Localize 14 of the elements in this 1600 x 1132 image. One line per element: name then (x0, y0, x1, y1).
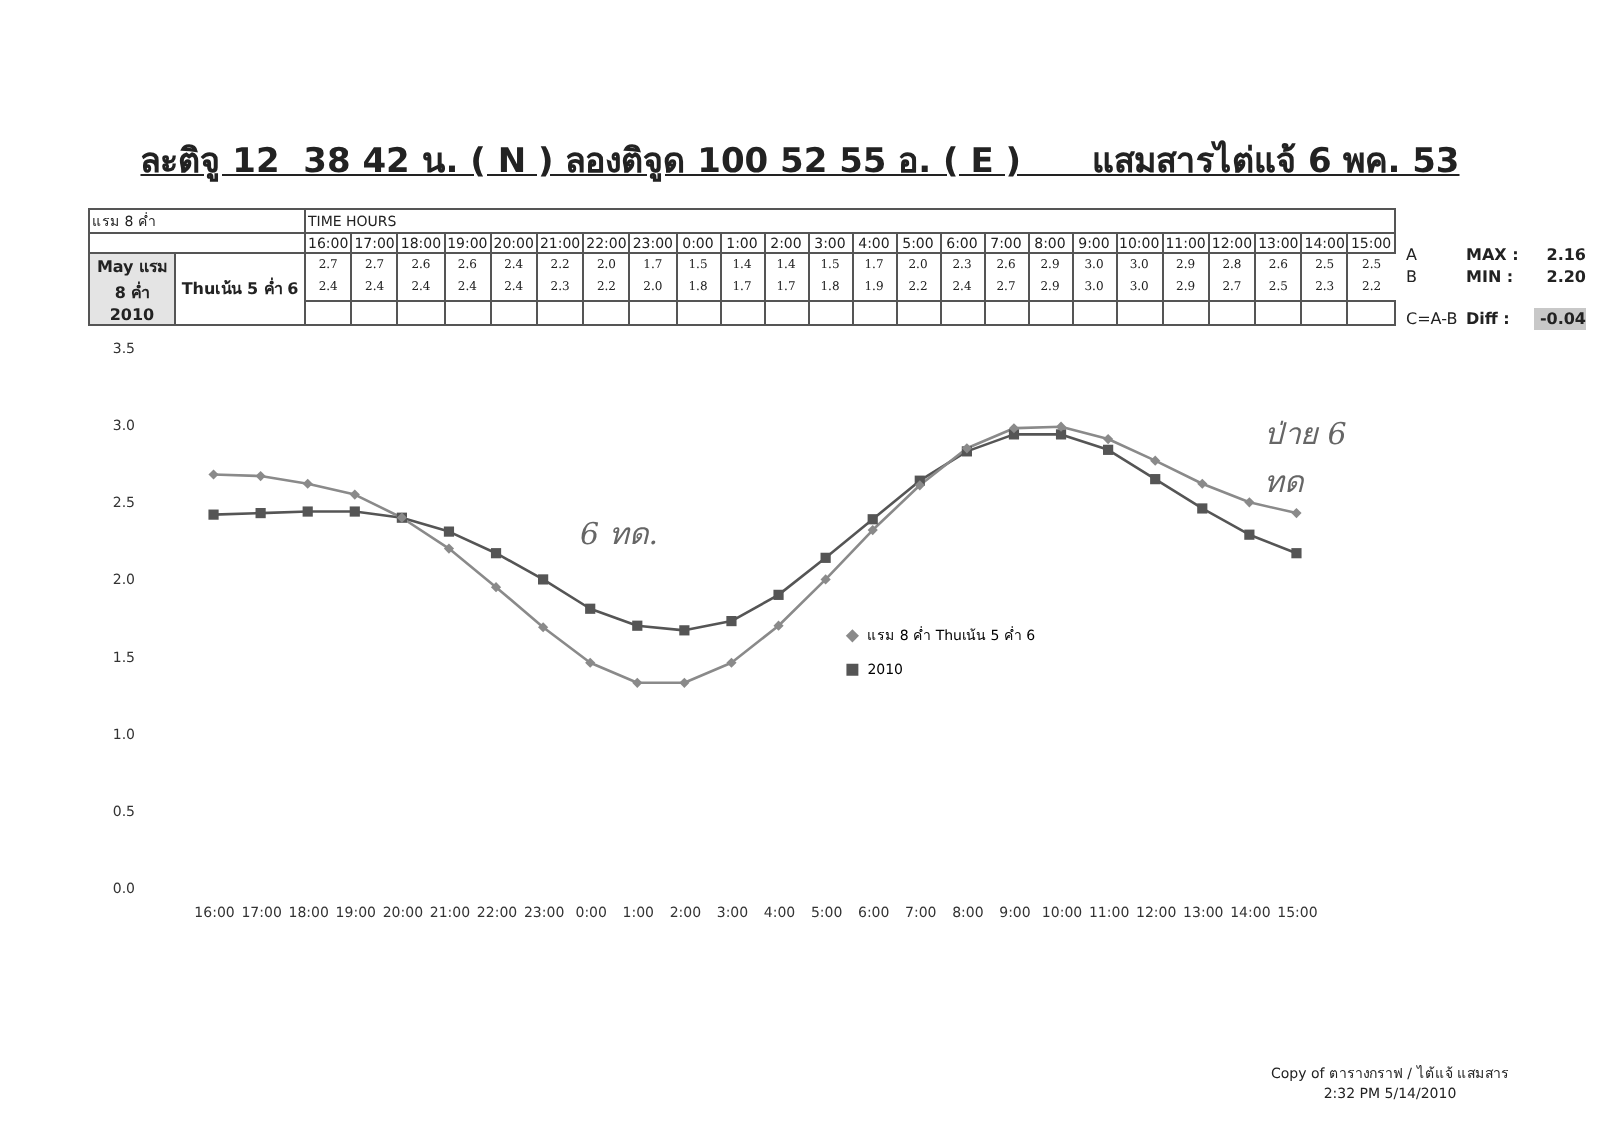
text: A (1406, 244, 1419, 266)
text: B (1406, 266, 1419, 288)
annotation: ป่าย 6 ทด (1264, 414, 1349, 504)
text: -0.04 (1534, 308, 1586, 330)
text: MIN : (1466, 266, 1516, 288)
chart-title: ละติจู 12 38 42 น. ( N ) ลองติจูด 100 52 55 อ. ( E ) แสมสารไต่แจ้ 6 พค. 53 (138, 138, 1462, 186)
text: MAX : (1466, 244, 1521, 266)
text: 2.20 (1544, 266, 1586, 288)
text: C=A-B (1406, 308, 1460, 330)
text: Thuเน้น 5 ค่ำ 6 (175, 253, 305, 325)
text: May แรม 8 ค่ำ 2010 (89, 253, 175, 325)
annotation: 6 ทด. (580, 514, 659, 556)
text: Diff : (1466, 308, 1512, 330)
text: 2.16 (1544, 244, 1586, 266)
